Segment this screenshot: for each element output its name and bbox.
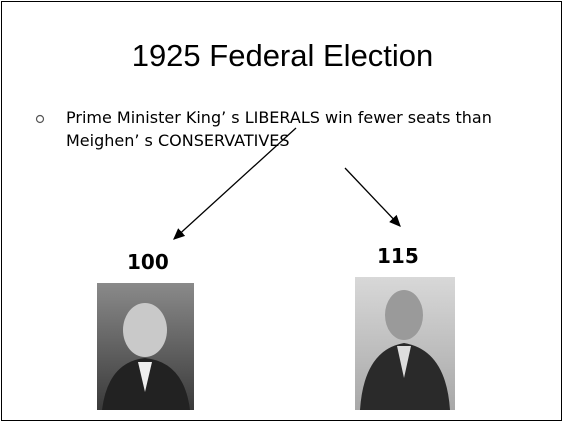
photo-king: [97, 283, 194, 410]
slide-title: 1925 Federal Election: [131, 38, 434, 73]
seat-count: 100: [127, 250, 169, 274]
bullet-text: Prime Minister King’ s LIBERALS win fewe…: [66, 108, 492, 150]
seat-count: 115: [377, 244, 419, 268]
arrow: [173, 127, 297, 240]
bullet-marker: [35, 114, 45, 124]
photo-meighen: [355, 277, 455, 410]
arrow: [344, 167, 401, 227]
